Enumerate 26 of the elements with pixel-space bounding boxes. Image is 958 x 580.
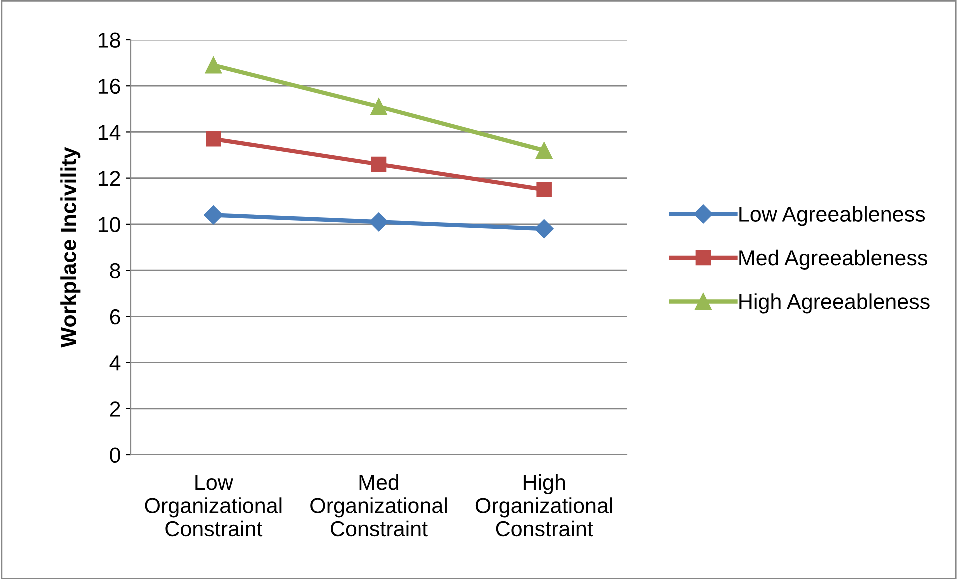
y-axis-title: Workplace Incivility — [60, 147, 81, 348]
y-tick-label: 6 — [110, 309, 120, 325]
y-tick-label: 10 — [98, 217, 120, 232]
y-tick-label: 0 — [110, 448, 120, 464]
y-tick-label: 4 — [110, 356, 121, 371]
point — [206, 132, 222, 147]
y-tick-label: 18 — [98, 32, 120, 48]
legend-label: Med Agreeableness — [740, 250, 928, 270]
y-tick-label: 14 — [98, 125, 121, 140]
y-tick-label: 8 — [110, 263, 120, 279]
point — [371, 156, 387, 172]
y-tick-label: 16 — [98, 78, 120, 94]
x-tick-label: High Organizational Constraint — [476, 474, 612, 537]
point — [536, 182, 552, 198]
point — [536, 142, 553, 159]
y-tick-label: 2 — [110, 402, 120, 417]
point — [204, 206, 224, 225]
point — [534, 220, 554, 239]
point — [205, 57, 222, 74]
legend-label: Low Agreeableness — [740, 206, 926, 226]
x-tick-label: Low Organizational Constraint — [145, 475, 282, 537]
legend-label: High Agreeableness — [740, 294, 930, 314]
y-tick-label: 12 — [98, 171, 120, 186]
x-tick-label: Med Organizational Constraint — [310, 474, 447, 537]
point — [370, 98, 388, 116]
point — [369, 212, 389, 232]
